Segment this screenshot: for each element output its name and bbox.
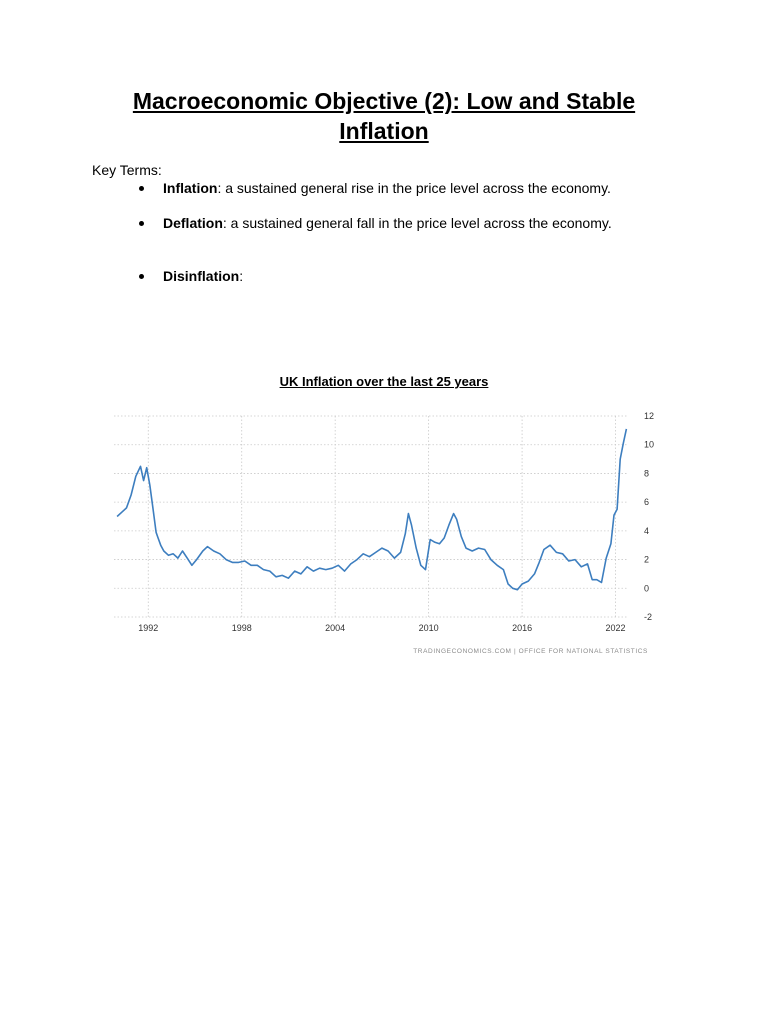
term-definition: : a sustained general rise in the price … — [217, 180, 611, 196]
bullet-icon — [139, 186, 144, 191]
chart-source: TRADINGECONOMICS.COM | OFFICE FOR NATION… — [413, 648, 648, 655]
inflation-chart: 12 10 8 6 4 2 0 -2 1992 1998 2004 2010 2016 2022 TRA… — [92, 406, 676, 664]
chart-title: UK Inflation over the last 25 years — [279, 374, 489, 389]
term-definition: : a sustained general fall in the price … — [222, 215, 612, 231]
bullet-icon — [139, 274, 144, 279]
term-deflation: Deflation: a sustained general fall in t… — [163, 215, 612, 231]
y-tick-label: 2 — [644, 555, 649, 565]
x-tick-label: 2010 — [419, 623, 439, 633]
y-tick-label: -2 — [644, 612, 652, 622]
x-tick-label: 2022 — [606, 623, 626, 633]
chart-svg: 12 10 8 6 4 2 0 -2 1992 1998 2004 2010 2016 2022 TRA… — [114, 411, 654, 655]
term-name: Disinflation — [163, 268, 240, 284]
y-tick-label: 12 — [644, 411, 654, 421]
y-tick-label: 8 — [644, 468, 649, 478]
term-name: Inflation — [163, 180, 218, 196]
y-tick-label: 10 — [644, 440, 654, 450]
y-tick-label: 0 — [644, 583, 649, 593]
y-tick-label: 4 — [644, 526, 649, 536]
term-definition: : — [239, 268, 244, 284]
key-terms-label: Key Terms: — [92, 162, 162, 178]
x-tick-label: 2004 — [325, 623, 345, 633]
page-title: Macroeconomic Objective (2): Low and Sta… — [132, 88, 636, 144]
x-tick-label: 2016 — [512, 623, 532, 633]
term-disinflation: Disinflation: — [163, 268, 243, 284]
chart-y-ticks: 12 10 8 6 4 2 0 -2 — [644, 411, 654, 622]
term-inflation: Inflation: a sustained general rise in t… — [163, 180, 611, 196]
x-tick-label: 1992 — [138, 623, 158, 633]
chart-gridlines — [114, 415, 628, 618]
term-name: Deflation — [163, 215, 223, 231]
bullet-icon — [139, 221, 144, 226]
y-tick-label: 6 — [644, 497, 649, 507]
inflation-line — [116, 428, 628, 591]
chart-x-ticks: 1992 1998 2004 2010 2016 2022 — [138, 623, 625, 633]
x-tick-label: 1998 — [232, 623, 252, 633]
